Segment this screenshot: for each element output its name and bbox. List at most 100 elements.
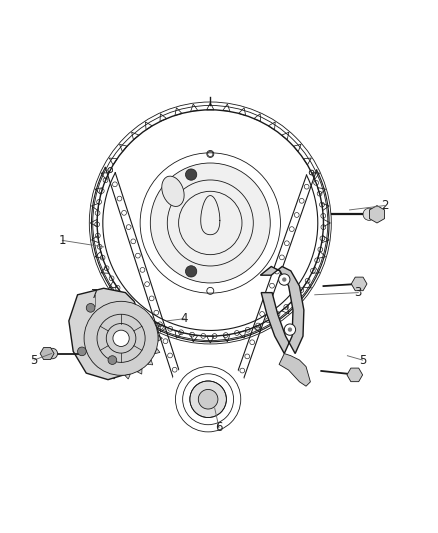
Circle shape (47, 349, 57, 359)
Circle shape (99, 112, 321, 334)
Polygon shape (137, 369, 142, 374)
Polygon shape (241, 397, 246, 401)
Polygon shape (268, 316, 275, 324)
Text: 4: 4 (180, 312, 188, 325)
Polygon shape (268, 122, 275, 130)
Polygon shape (239, 330, 246, 338)
Circle shape (282, 277, 286, 282)
Text: 5: 5 (359, 353, 366, 367)
Polygon shape (322, 203, 329, 211)
Polygon shape (160, 325, 166, 332)
Polygon shape (100, 369, 105, 374)
Polygon shape (172, 388, 177, 392)
Polygon shape (148, 360, 153, 365)
Circle shape (113, 330, 129, 346)
Circle shape (284, 324, 296, 335)
Polygon shape (100, 303, 105, 308)
Polygon shape (184, 370, 188, 376)
Polygon shape (89, 312, 95, 317)
Polygon shape (137, 303, 142, 308)
Circle shape (363, 208, 375, 220)
Polygon shape (176, 415, 182, 419)
Polygon shape (170, 397, 176, 401)
Circle shape (279, 274, 290, 285)
Text: 7: 7 (91, 288, 99, 301)
Polygon shape (318, 252, 325, 259)
Polygon shape (80, 335, 84, 341)
Polygon shape (125, 374, 131, 379)
Polygon shape (120, 144, 127, 152)
Polygon shape (201, 362, 205, 367)
Polygon shape (304, 281, 311, 288)
Polygon shape (254, 325, 261, 332)
Circle shape (185, 266, 197, 277)
Polygon shape (158, 335, 162, 341)
Circle shape (190, 381, 226, 417)
Polygon shape (132, 132, 139, 140)
Polygon shape (239, 388, 244, 392)
Polygon shape (304, 158, 311, 165)
Polygon shape (109, 281, 117, 288)
Polygon shape (228, 423, 233, 428)
Polygon shape (176, 379, 182, 383)
Polygon shape (282, 132, 289, 140)
Polygon shape (322, 236, 329, 243)
Polygon shape (234, 415, 240, 419)
Polygon shape (201, 431, 205, 437)
Polygon shape (211, 431, 215, 437)
Polygon shape (318, 188, 325, 195)
Polygon shape (223, 334, 230, 342)
Polygon shape (92, 236, 99, 243)
Polygon shape (172, 406, 177, 410)
Polygon shape (145, 316, 152, 324)
Text: 3: 3 (355, 286, 362, 299)
Polygon shape (95, 188, 103, 195)
Polygon shape (282, 306, 289, 314)
Polygon shape (312, 266, 320, 273)
Polygon shape (207, 103, 214, 110)
Circle shape (84, 301, 158, 375)
Polygon shape (82, 348, 88, 354)
Polygon shape (120, 294, 127, 302)
Polygon shape (220, 428, 224, 434)
Polygon shape (155, 348, 160, 354)
Polygon shape (293, 144, 301, 152)
Polygon shape (101, 266, 109, 273)
Polygon shape (175, 330, 182, 338)
Text: 1: 1 (59, 234, 66, 247)
Polygon shape (89, 360, 95, 365)
Polygon shape (155, 323, 160, 328)
Polygon shape (191, 104, 198, 111)
Polygon shape (323, 220, 330, 227)
Polygon shape (239, 406, 244, 410)
Polygon shape (175, 108, 182, 116)
Polygon shape (90, 220, 97, 227)
Ellipse shape (162, 176, 184, 206)
Circle shape (288, 327, 292, 332)
Polygon shape (160, 114, 166, 122)
Polygon shape (223, 104, 230, 111)
Polygon shape (279, 353, 311, 386)
Polygon shape (112, 297, 117, 303)
Text: 2: 2 (381, 199, 388, 212)
Polygon shape (191, 334, 198, 342)
Polygon shape (109, 158, 117, 165)
Circle shape (198, 390, 218, 409)
Polygon shape (69, 288, 143, 379)
Circle shape (167, 358, 250, 441)
Circle shape (108, 356, 117, 365)
Polygon shape (125, 297, 131, 303)
Polygon shape (101, 173, 109, 179)
Polygon shape (95, 252, 103, 259)
Polygon shape (260, 266, 304, 353)
Circle shape (86, 303, 95, 312)
Polygon shape (192, 428, 197, 434)
Polygon shape (228, 370, 233, 376)
Polygon shape (92, 203, 99, 211)
Polygon shape (82, 323, 88, 328)
Polygon shape (112, 374, 117, 379)
Polygon shape (148, 312, 153, 317)
Circle shape (78, 347, 86, 356)
Polygon shape (145, 122, 152, 130)
Polygon shape (239, 108, 246, 116)
